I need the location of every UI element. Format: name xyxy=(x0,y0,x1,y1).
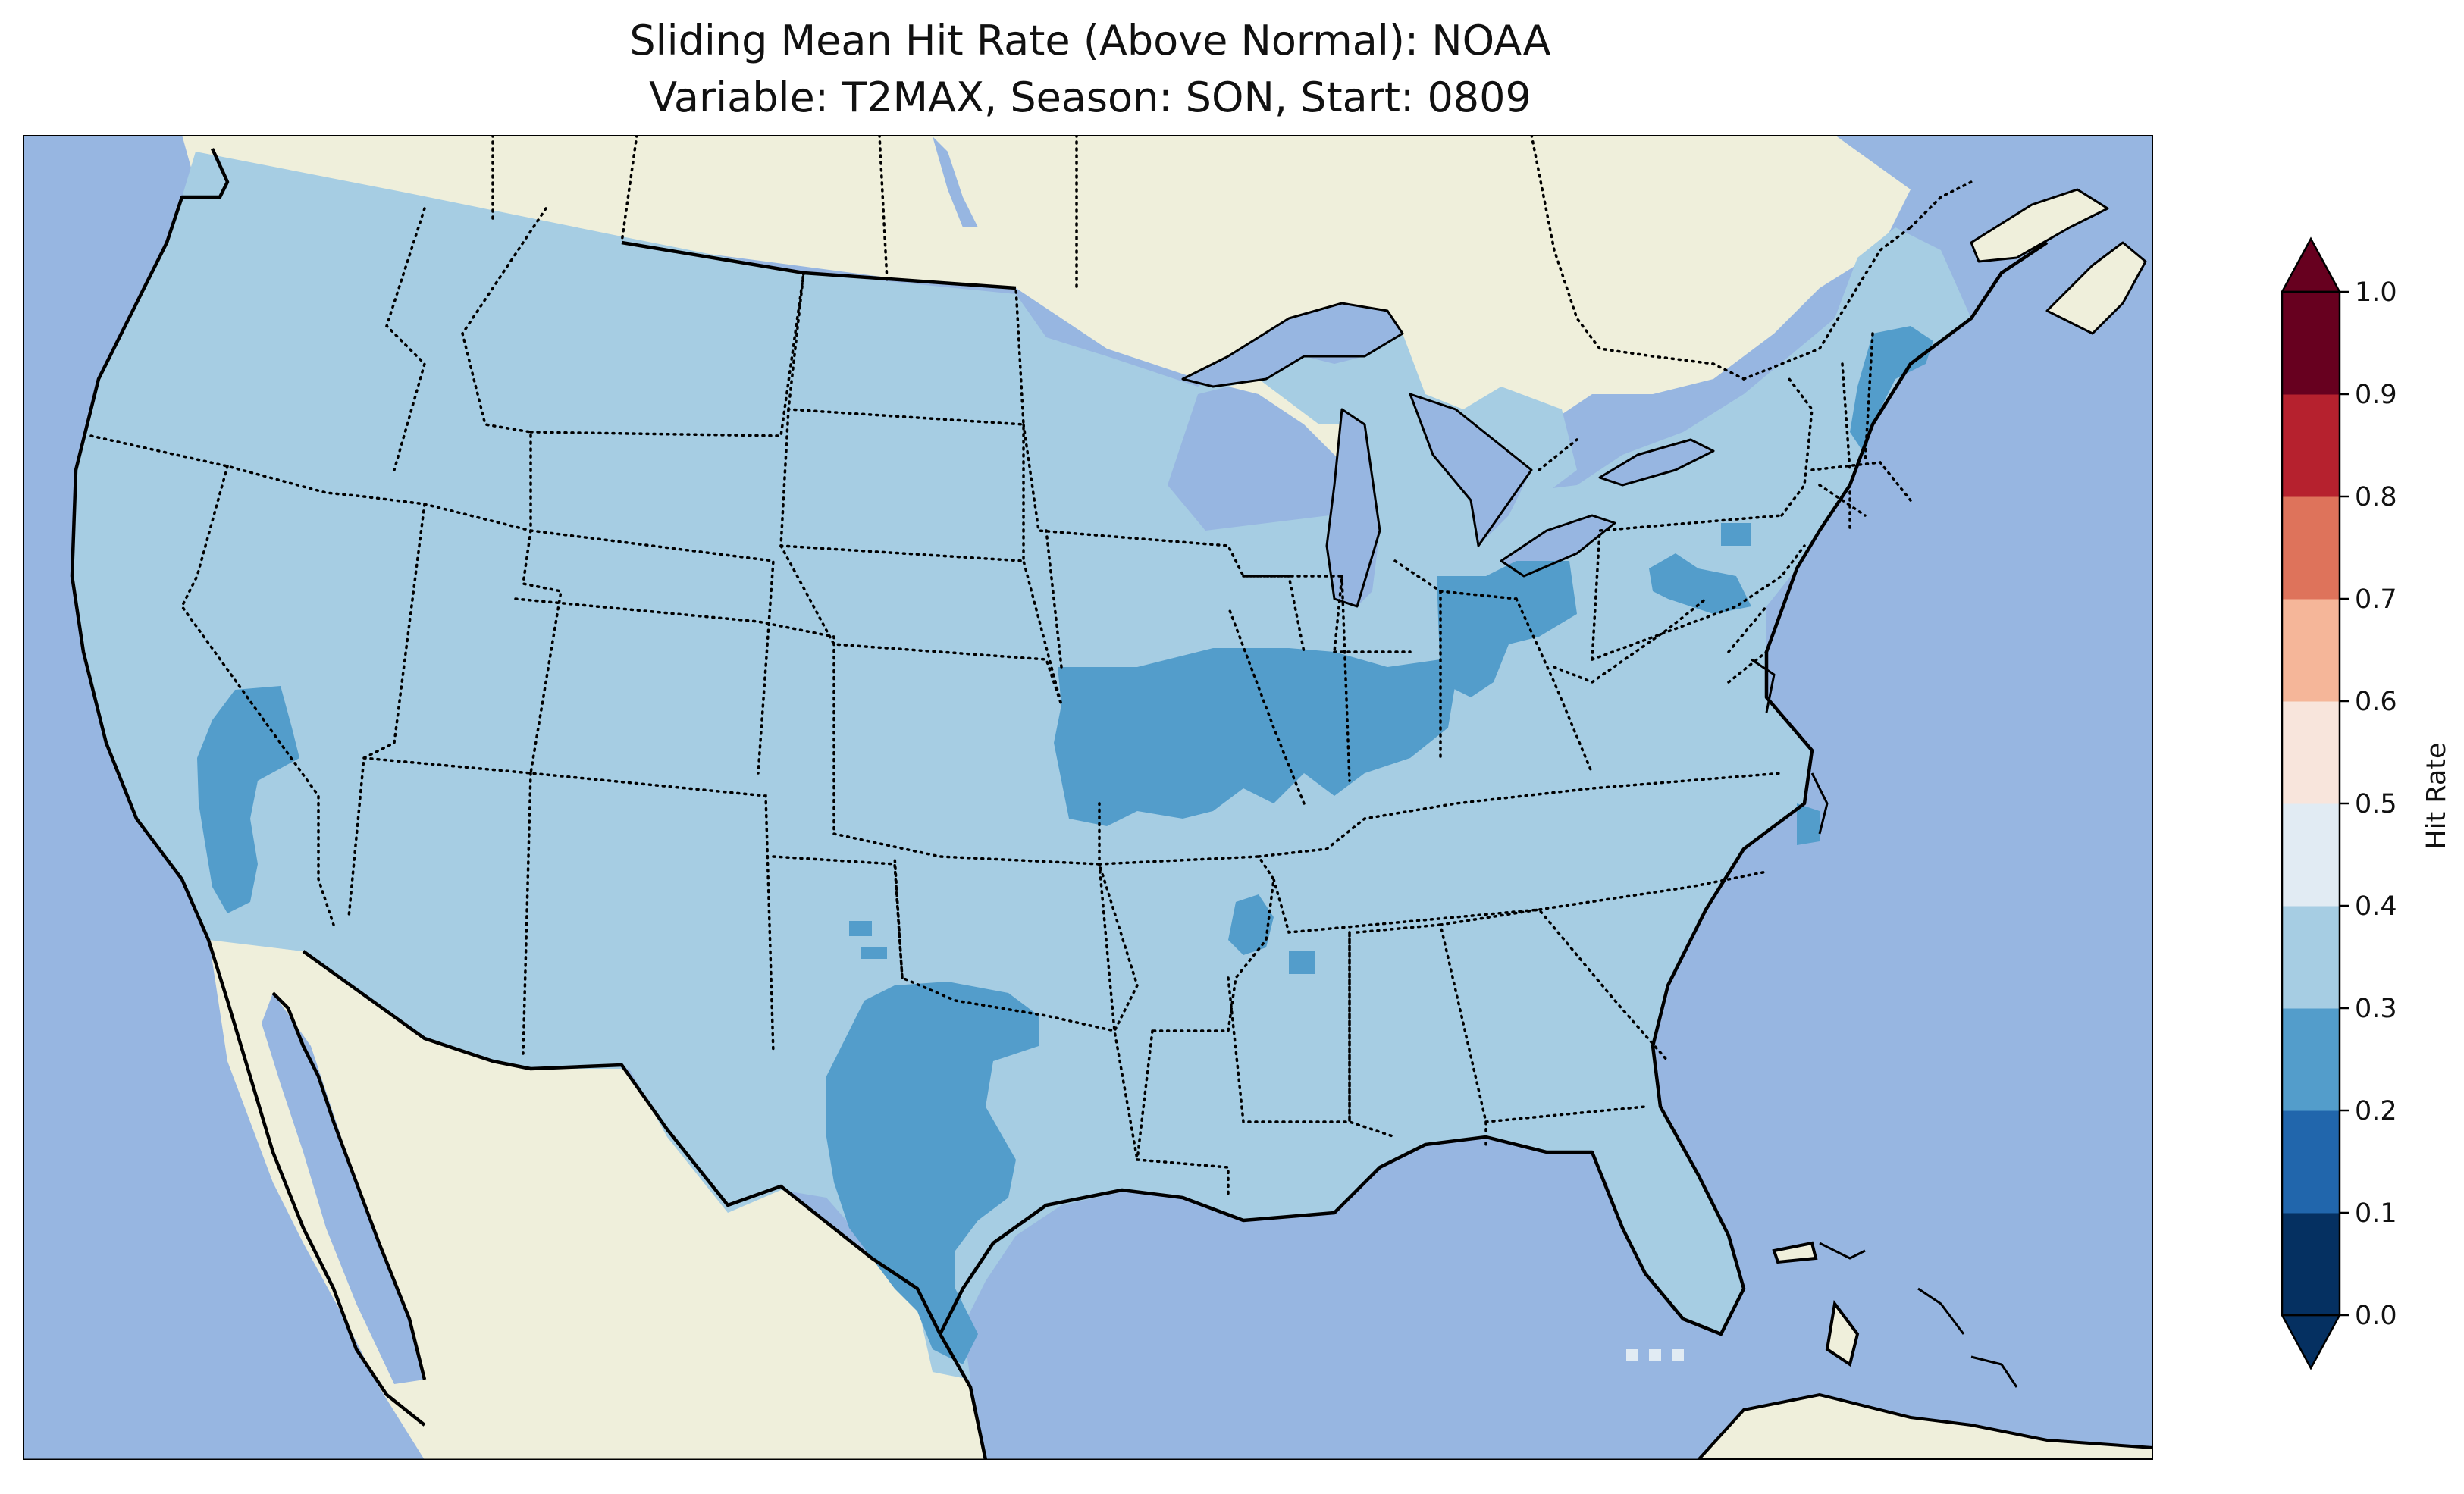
colorbar-tick-label: 0.5 xyxy=(2355,789,2397,819)
colorbar-tick-label: 0.2 xyxy=(2355,1096,2397,1126)
colorbar-tick-label: 0.6 xyxy=(2355,687,2397,717)
colorbar-bin xyxy=(2282,292,2340,395)
region-texas xyxy=(826,982,1039,1364)
south-florida-dots xyxy=(1626,1349,1684,1361)
colorbar-tick-label: 0.3 xyxy=(2355,994,2397,1024)
title-line-2: Variable: T2MAX, Season: SON, Start: 080… xyxy=(649,74,1531,121)
colorbar-bin xyxy=(2282,803,2340,907)
region-nc-coast xyxy=(1797,803,1820,845)
lake-ontario xyxy=(1600,440,1713,485)
low-hit-rate-regions xyxy=(197,326,1933,1364)
colorbar-tick-label: 0.7 xyxy=(2355,584,2397,615)
colorbar-bin xyxy=(2282,1213,2340,1316)
colorbar-tick-label: 1.0 xyxy=(2355,277,2397,308)
region-pa-dot xyxy=(1721,523,1751,546)
region-arkansas xyxy=(1228,894,1274,955)
region-texas-dot-2 xyxy=(861,947,887,959)
map-area xyxy=(23,135,2153,1460)
state-boundaries xyxy=(89,135,1973,1199)
region-ohio-michigan xyxy=(1437,561,1577,697)
lake-superior xyxy=(1183,303,1403,387)
colorbar-bin xyxy=(2282,599,2340,702)
gulf-of-california xyxy=(262,993,425,1384)
bahamas-land xyxy=(1772,1241,1860,1367)
colorbar-bin xyxy=(2282,394,2340,497)
coastlines xyxy=(70,148,2147,1460)
colorbar-extend-low xyxy=(2280,1314,2342,1370)
colorbar: 0.0 0.1 0.2 0.3 0.4 0.5 0.6 0.7 0.8 0.9 1.0 xyxy=(2280,236,2397,1370)
colorbar-tick-label: 0.8 xyxy=(2355,482,2397,512)
colorbar-label: Hit Rate xyxy=(2422,742,2452,849)
great-lakes xyxy=(933,136,1713,606)
colorbar-tick-label: 0.4 xyxy=(2355,891,2397,922)
region-california-nevada xyxy=(197,686,299,913)
colorbar-bin xyxy=(2282,496,2340,600)
colorbar-tick-label: 0.1 xyxy=(2355,1198,2397,1229)
maritime-land xyxy=(1971,189,2146,334)
region-midwest xyxy=(1054,648,1456,826)
lake-winnipeg xyxy=(933,136,978,227)
lake-huron xyxy=(1410,394,1531,546)
colorbar-bin xyxy=(2282,701,2340,804)
region-texas-dot-1 xyxy=(849,921,872,936)
region-mississippi-dot xyxy=(1289,951,1315,974)
title-line-1: Sliding Mean Hit Rate (Above Normal): NO… xyxy=(629,17,1550,64)
colorbar-bin xyxy=(2282,1110,2340,1214)
colorbar-tick-label: 0.0 xyxy=(2355,1301,2397,1331)
colorbar-extend-high xyxy=(2280,236,2342,293)
colorbar-bin xyxy=(2282,1008,2340,1111)
lake-michigan xyxy=(1327,409,1380,606)
colorbar-bin xyxy=(2282,906,2340,1009)
region-pennsylvania xyxy=(1649,553,1751,614)
cuba-land xyxy=(1696,1392,2153,1460)
colorbar-tick-label: 0.9 xyxy=(2355,380,2397,410)
region-new-england xyxy=(1850,326,1933,455)
